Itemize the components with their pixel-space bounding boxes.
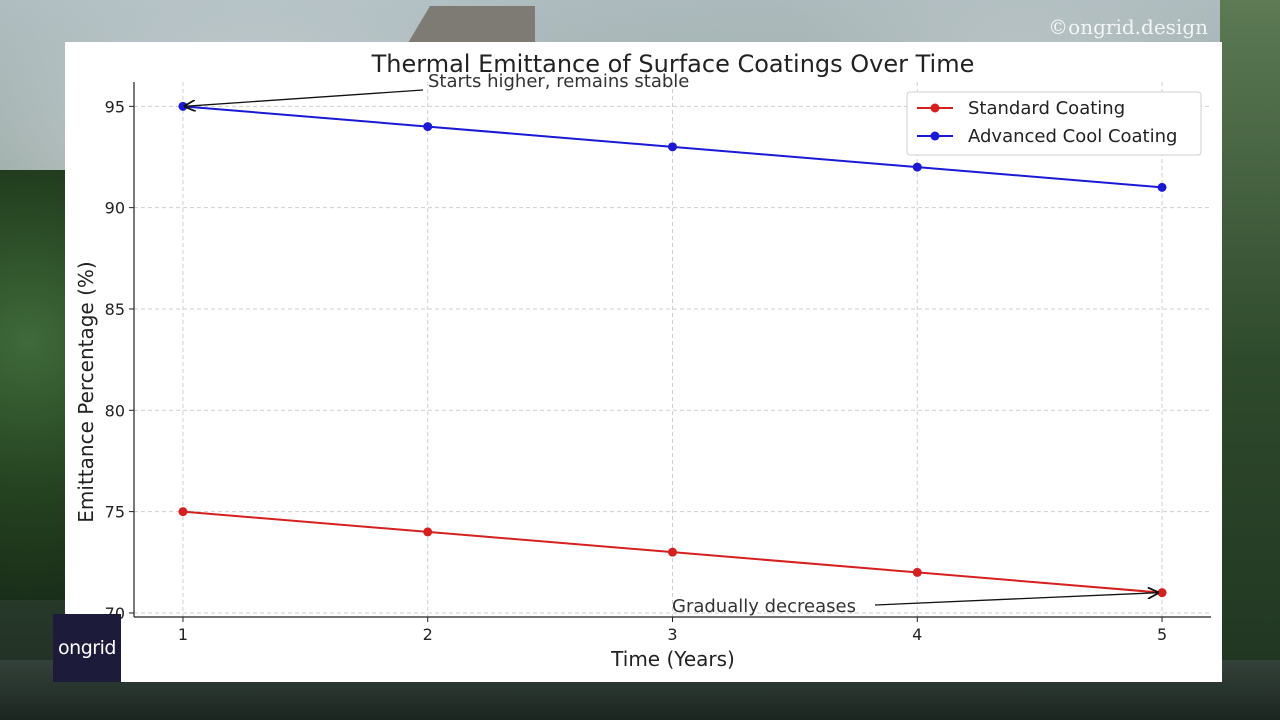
- x-tick-label: 5: [1157, 625, 1167, 644]
- logo-text: ongrid: [58, 637, 116, 659]
- annotation-arrow-stable: [185, 89, 424, 106]
- chart-panel: 12345707580859095 Starts higher, remains…: [65, 42, 1222, 682]
- data-point: [668, 142, 677, 152]
- background-foliage-right: [1220, 0, 1280, 720]
- y-tick-label: 80: [105, 401, 125, 420]
- background-house: [406, 6, 535, 46]
- y-tick-label: 85: [105, 300, 125, 319]
- background-foliage-left: [0, 170, 70, 600]
- ongrid-logo: ongrid: [53, 614, 121, 682]
- axes-layer: 12345707580859095: [105, 82, 1211, 644]
- x-axis-label: Time (Years): [610, 647, 735, 671]
- data-point: [178, 507, 188, 517]
- y-tick-label: 90: [105, 199, 125, 218]
- legend-label: Standard Coating: [968, 98, 1125, 119]
- data-point: [912, 567, 922, 577]
- annotation-layer: Starts higher, remains stable Gradually d…: [185, 71, 1158, 617]
- legend-label: Advanced Cool Coating: [968, 126, 1177, 147]
- x-tick-label: 3: [667, 625, 677, 644]
- series-layer: [178, 101, 1167, 598]
- line-chart: 12345707580859095 Starts higher, remains…: [74, 50, 1211, 671]
- data-point: [1157, 182, 1167, 192]
- data-point: [668, 547, 677, 557]
- data-point: [912, 162, 922, 172]
- data-point: [1157, 588, 1167, 598]
- y-tick-label: 75: [105, 503, 125, 522]
- legend: Standard Coating Advanced Cool Coating: [906, 91, 1202, 156]
- y-axis-label: Emittance Percentage (%): [74, 261, 98, 522]
- x-tick-label: 1: [178, 625, 188, 644]
- y-tick-label: 95: [105, 97, 125, 116]
- chart-title: Thermal Emittance of Surface Coatings Ov…: [371, 50, 975, 78]
- watermark: ©ongrid.design: [1048, 15, 1208, 39]
- annotation-arrow-decrease: [874, 593, 1158, 606]
- x-tick-label: 4: [912, 625, 922, 644]
- legend-swatch-marker: [930, 131, 940, 141]
- x-tick-label: 2: [423, 625, 433, 644]
- legend-swatch-marker: [930, 103, 940, 113]
- annotation-stable: Starts higher, remains stable: [428, 71, 689, 92]
- grid-layer: [134, 82, 1211, 617]
- data-point: [423, 122, 433, 132]
- legend-box: [906, 91, 1202, 156]
- data-point: [423, 527, 433, 537]
- annotation-decrease: Gradually decreases: [672, 596, 856, 617]
